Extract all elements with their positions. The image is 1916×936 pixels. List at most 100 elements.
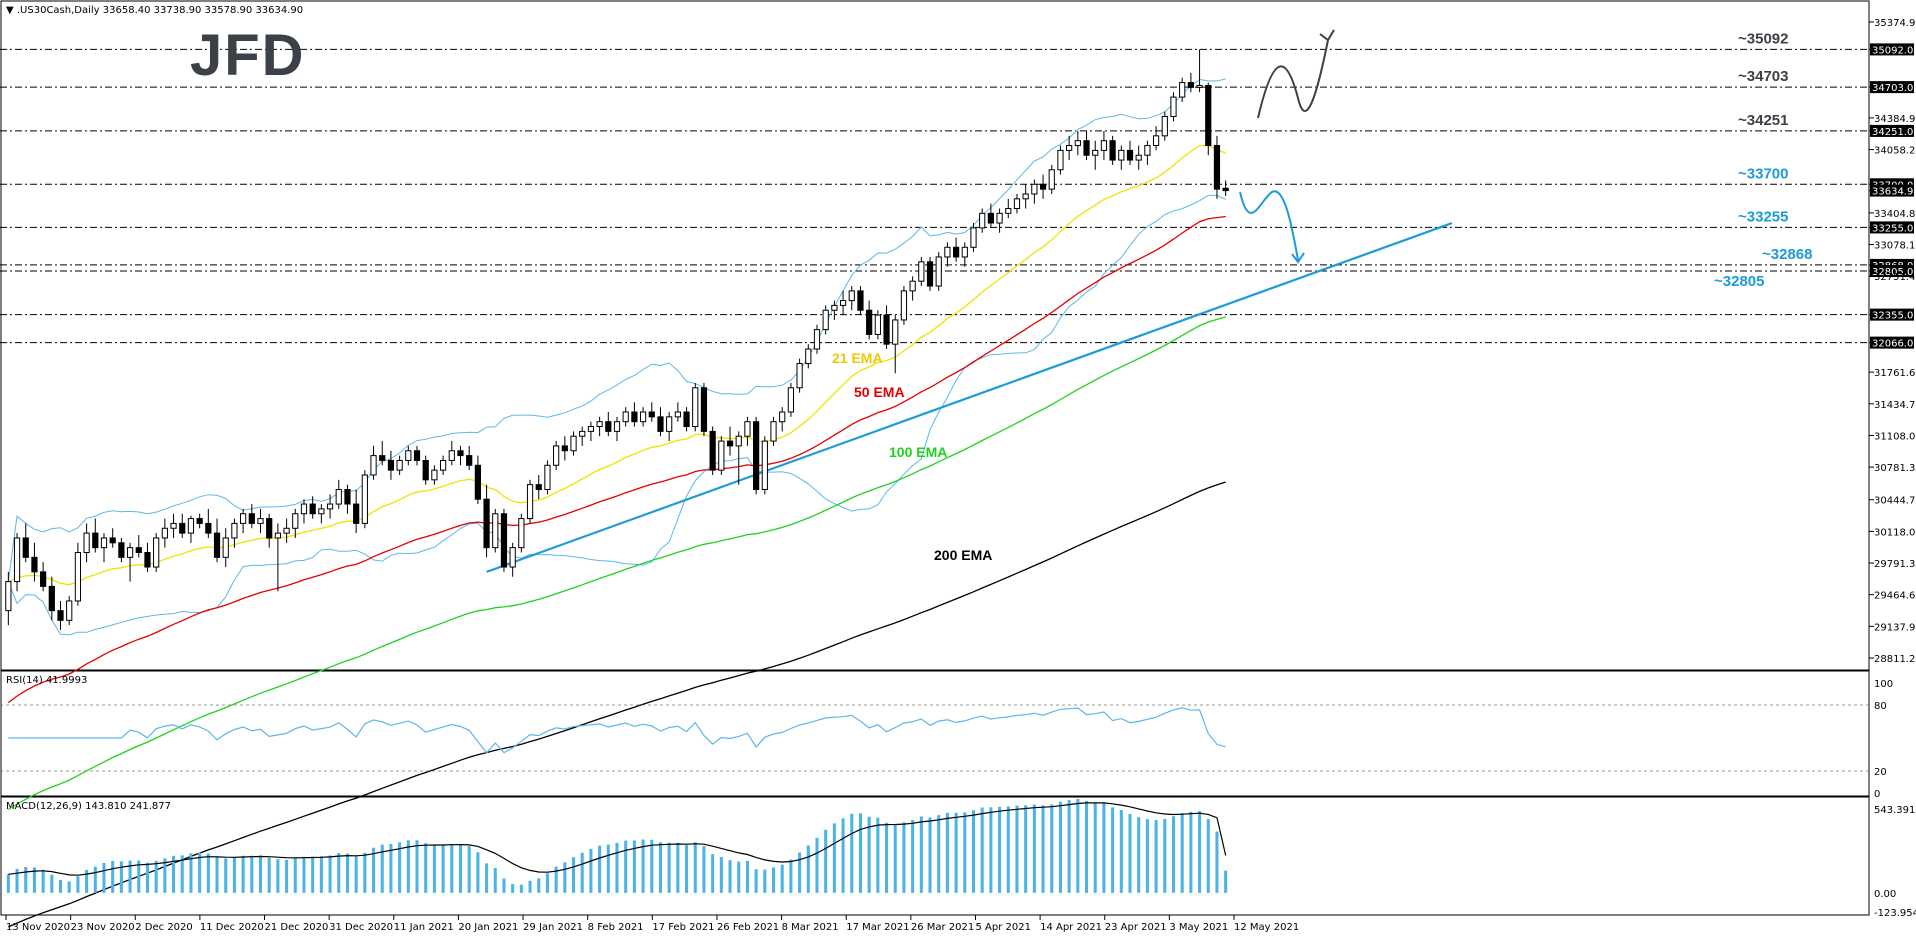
candle-body	[13, 537, 21, 583]
candle-body	[944, 246, 951, 258]
candle-body	[187, 518, 195, 534]
candle-body	[1066, 145, 1073, 151]
candle	[639, 407, 647, 427]
price-tag-label: 33255.00	[1872, 223, 1916, 234]
candle-body	[970, 227, 977, 248]
candle-body	[1196, 84, 1203, 88]
candle-body	[1031, 183, 1038, 195]
candle	[1057, 145, 1064, 175]
candle-body	[1048, 169, 1055, 190]
candle-body	[753, 421, 760, 491]
candle	[1187, 72, 1194, 93]
rsi-tick-label: 20	[1874, 767, 1887, 778]
candle	[22, 523, 29, 563]
candle-body	[179, 522, 186, 534]
candle	[40, 562, 47, 592]
candle-body	[918, 261, 925, 282]
price-tick-label: 31108.00	[1874, 431, 1916, 442]
candle	[892, 315, 899, 374]
candle	[509, 542, 516, 577]
date-label: 23 Nov 2020	[71, 922, 135, 933]
symbol-header: ▼ .US30Cash,Daily 33658.40 33738.90 3357…	[6, 5, 303, 16]
candle-body	[1205, 84, 1212, 147]
candle	[1048, 164, 1055, 194]
candle	[318, 504, 325, 524]
candle-body	[422, 459, 429, 481]
candle	[622, 407, 629, 427]
price-tag-label: 33634.90	[1872, 187, 1916, 198]
candle	[813, 324, 821, 354]
date-axis: 13 Nov 2020 23 Nov 2020 2 Dec 2020 11 Dec 2…	[5, 915, 1299, 933]
candle	[144, 542, 151, 572]
price-tag	[1870, 184, 1914, 197]
candle-body	[570, 435, 577, 452]
price-tag-label: 32355.00	[1872, 311, 1916, 322]
date-label: 17 Feb 2021	[652, 922, 714, 933]
candle-body	[1126, 149, 1134, 161]
price-tag	[1870, 81, 1914, 94]
candle	[944, 242, 951, 267]
candle-body	[509, 547, 516, 568]
candle	[779, 407, 786, 432]
candle-body	[57, 610, 64, 621]
candle	[466, 445, 473, 471]
candle	[257, 508, 264, 534]
candle	[605, 411, 612, 437]
candle-body	[700, 387, 708, 432]
candle-body	[822, 309, 829, 331]
candle	[587, 421, 595, 442]
candle	[126, 542, 134, 582]
candle-body	[909, 280, 916, 292]
candle-body	[857, 290, 864, 311]
price-tag-label: 34703.00	[1872, 83, 1916, 94]
candle	[396, 455, 403, 475]
candle	[631, 402, 638, 427]
candle-body	[1187, 82, 1194, 88]
macd-signal-line	[8, 802, 1227, 876]
price-tick-label: 29137.90	[1874, 622, 1916, 633]
candle	[500, 508, 508, 572]
candle-body	[639, 411, 647, 423]
date-label: 13 Nov 2020	[6, 922, 70, 933]
price-tick-label: 35374.90	[1874, 18, 1916, 29]
candle-body	[300, 503, 308, 515]
candle-body	[561, 445, 568, 452]
candle	[952, 237, 960, 262]
candle	[153, 533, 160, 572]
date-label: 12 May 2021	[1234, 922, 1299, 933]
ema21-line	[8, 144, 1226, 586]
candle-body	[831, 304, 838, 311]
candle	[66, 596, 73, 626]
candle-body	[874, 314, 881, 335]
price-tag	[1870, 43, 1914, 56]
candle	[735, 431, 742, 485]
candle-body	[735, 435, 742, 447]
candle	[161, 518, 168, 548]
candle-body	[413, 450, 421, 461]
candle-body	[718, 440, 725, 471]
candle-body	[692, 387, 699, 428]
candle	[831, 300, 838, 320]
candle-body	[726, 440, 734, 447]
rsi-tick-label: 0	[1874, 789, 1880, 800]
candle-body	[1100, 140, 1108, 151]
candle	[544, 460, 551, 495]
candle-body	[1118, 149, 1125, 161]
candle	[753, 416, 760, 495]
candle-body	[518, 518, 525, 549]
support-resistance-levels	[0, 48, 1869, 344]
candle	[92, 518, 99, 553]
candle	[1126, 140, 1134, 165]
macd-indicator	[6, 799, 1228, 893]
rsi-panel-frame	[0, 670, 1870, 797]
price-tag-label: 34251.00	[1872, 127, 1916, 138]
candle	[439, 455, 447, 475]
candle-body	[1152, 135, 1160, 147]
candle-body	[622, 411, 629, 423]
candle-body	[335, 489, 342, 505]
candle	[492, 508, 499, 553]
candle	[1135, 145, 1142, 170]
date-label: 5 Apr 2021	[975, 922, 1030, 933]
candle	[770, 416, 777, 446]
